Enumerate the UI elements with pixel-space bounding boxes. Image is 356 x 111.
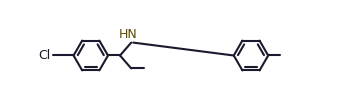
Text: HN: HN [119,28,137,41]
Text: Cl: Cl [38,49,51,62]
